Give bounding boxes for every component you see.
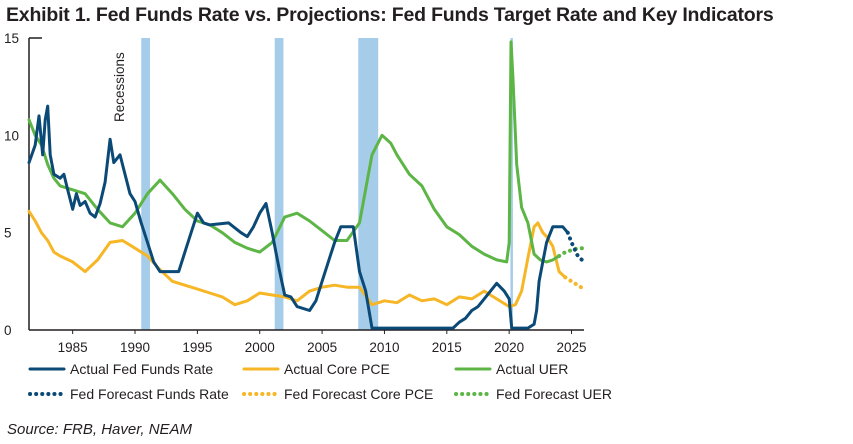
legend-label: Fed Forecast Core PCE bbox=[284, 386, 433, 402]
axes: 0 5 10 15 1985 1990 1995 2000 2005 2010 2015 2020 20… bbox=[4, 31, 587, 355]
series-line-actual-uer bbox=[27, 40, 561, 264]
legend-label: Actual UER bbox=[496, 361, 568, 377]
series-lines bbox=[27, 40, 586, 330]
legend-label: Fed Forecast UER bbox=[496, 386, 612, 402]
x-tick-label: 2010 bbox=[369, 340, 399, 355]
y-tick-label: 5 bbox=[4, 226, 12, 241]
x-tick-label: 2005 bbox=[307, 340, 337, 355]
series-line-actual-fed-funds-rate bbox=[27, 104, 570, 330]
recession-band-4 bbox=[510, 38, 513, 330]
legend: Actual Fed Funds Rate Actual Core PCE Actu… bbox=[28, 361, 612, 402]
series-line-actual-core-pce bbox=[27, 209, 567, 309]
recession-band-2 bbox=[274, 38, 284, 330]
legend-label: Actual Core PCE bbox=[284, 361, 390, 377]
x-tick-label: 2000 bbox=[245, 340, 275, 355]
recession-bands bbox=[141, 38, 513, 330]
x-tick-label: 1995 bbox=[182, 340, 212, 355]
y-tick-label: 0 bbox=[4, 323, 12, 338]
series-line-fed-forecast-core-pce bbox=[563, 275, 586, 292]
x-tick-label: 1985 bbox=[58, 340, 88, 355]
recession-band-1 bbox=[141, 38, 150, 330]
x-tick-label: 2020 bbox=[494, 340, 524, 355]
recession-label: Recessions bbox=[112, 52, 127, 122]
y-tick-label: 10 bbox=[4, 128, 19, 143]
y-tick-label: 15 bbox=[4, 31, 19, 46]
series-line-fed-forecast-funds-rate bbox=[565, 230, 586, 264]
legend-label: Fed Forecast Funds Rate bbox=[70, 386, 229, 402]
legend-label: Actual Fed Funds Rate bbox=[70, 361, 213, 377]
x-tick-label: 2015 bbox=[432, 340, 462, 355]
x-tick-label: 1990 bbox=[120, 340, 150, 355]
series-line-fed-forecast-uer bbox=[557, 246, 586, 258]
x-tick-label: 2025 bbox=[557, 340, 587, 355]
source-note: Source: FRB, Haver, NEAM bbox=[7, 421, 193, 438]
chart-title: Exhibit 1. Fed Funds Rate vs. Projection… bbox=[6, 4, 774, 26]
recession-band-3 bbox=[358, 38, 379, 330]
